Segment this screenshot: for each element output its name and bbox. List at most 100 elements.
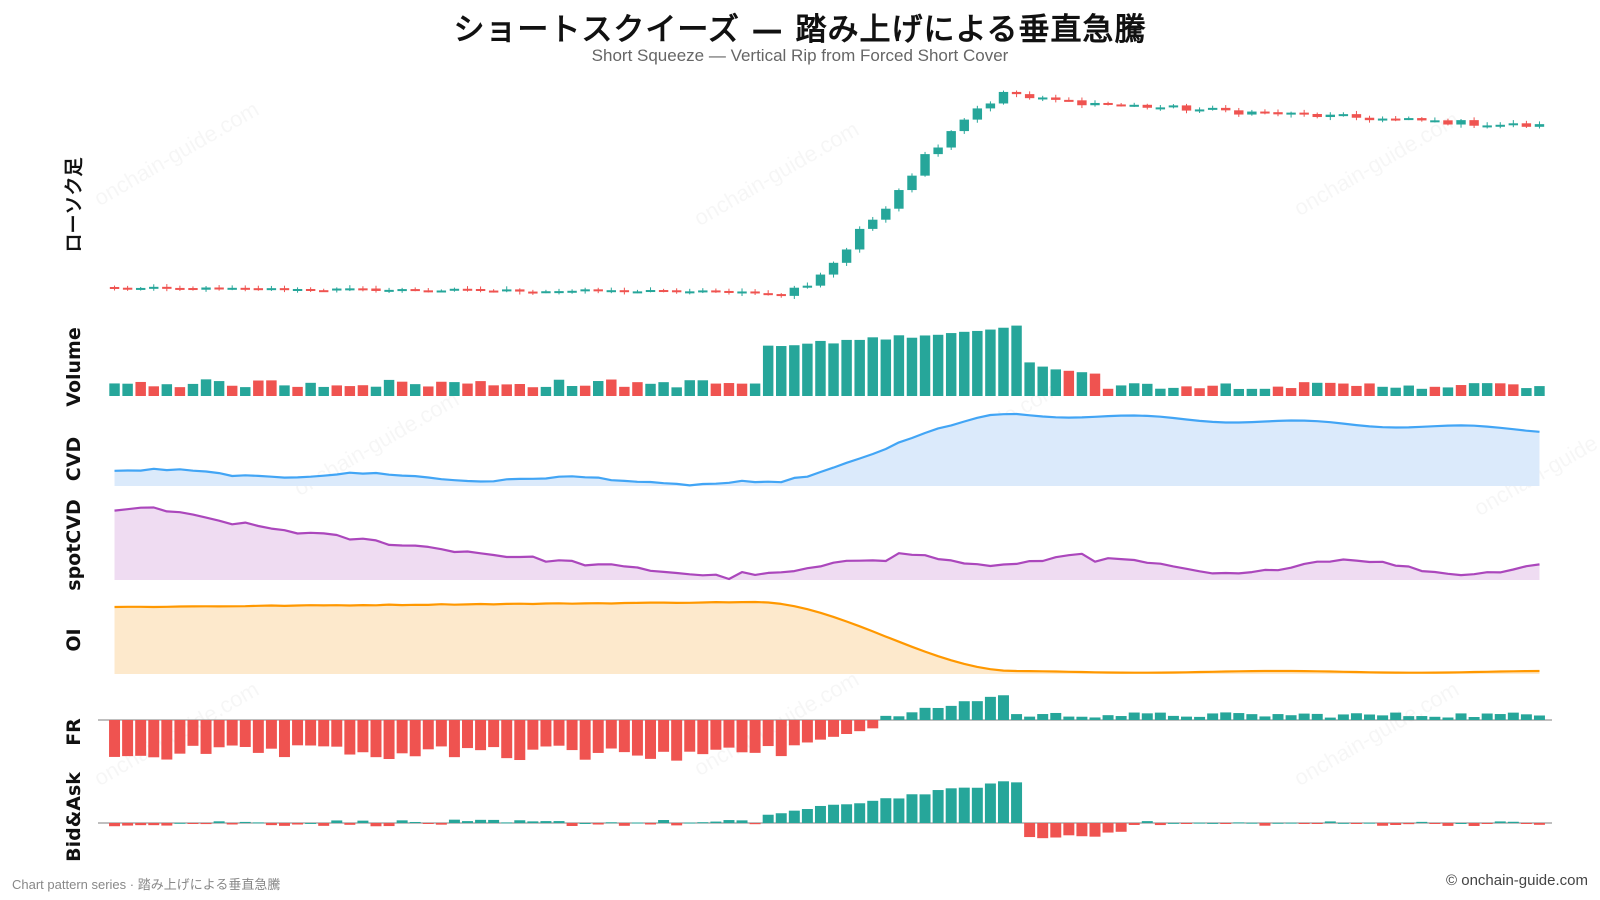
volume-bar xyxy=(645,383,656,396)
candle-body xyxy=(1495,124,1505,127)
candle-body xyxy=(332,288,342,291)
watermark-text: onchain-guide.com xyxy=(1290,676,1463,791)
bidask-bar xyxy=(1089,823,1101,837)
volume-bar xyxy=(553,379,565,396)
fr-bar xyxy=(1416,716,1428,720)
volume-bar xyxy=(1481,383,1493,396)
candle-body xyxy=(1338,114,1349,117)
volume-bar xyxy=(776,346,787,396)
candle-body xyxy=(789,287,800,296)
volume-bar xyxy=(1534,386,1545,396)
bidask-bar xyxy=(1337,822,1349,824)
candle-body xyxy=(436,290,447,293)
volume-bar xyxy=(697,380,709,396)
footer-caption: Chart pattern series · 踏み上げによる垂直急騰 xyxy=(12,877,281,892)
bidask-bar xyxy=(579,822,591,824)
fr-bar xyxy=(344,720,356,755)
bidask-bar xyxy=(958,787,970,823)
candle-body xyxy=(959,119,969,132)
fr-bar xyxy=(1011,714,1023,720)
volume-bar xyxy=(919,335,931,396)
fr-bar xyxy=(997,695,1009,720)
bidask-bar xyxy=(841,804,853,823)
volume-bar xyxy=(1272,386,1284,396)
bidask-bar xyxy=(396,820,408,823)
fr-bar xyxy=(1194,716,1206,720)
candle-body xyxy=(1234,110,1244,115)
bidask-bar xyxy=(893,798,905,823)
candle-body xyxy=(253,288,264,291)
fr-bar xyxy=(305,720,317,746)
bidask-bar xyxy=(1324,821,1336,823)
bidask-bar xyxy=(1024,823,1036,838)
volume-bar xyxy=(1429,386,1441,396)
fr-bar xyxy=(788,720,800,746)
bidask-bar xyxy=(828,804,840,823)
bidask-bar xyxy=(945,788,957,823)
candle-body xyxy=(175,287,185,290)
bidask-bar xyxy=(1181,823,1192,824)
fr-bar xyxy=(213,720,225,748)
bidask-bar xyxy=(1416,821,1428,823)
fr-bar xyxy=(1285,715,1297,720)
fr-bar xyxy=(357,720,369,753)
fr-bar xyxy=(1063,716,1075,720)
fr-bar xyxy=(1128,712,1140,720)
volume-bar xyxy=(1364,383,1375,396)
fr-bar xyxy=(867,720,879,729)
bidask-bar xyxy=(1298,823,1310,824)
bidask-bar xyxy=(1128,823,1140,825)
fr-bar xyxy=(592,720,604,753)
candle-body xyxy=(1351,114,1362,118)
candle-body xyxy=(1221,107,1231,111)
candle-body xyxy=(358,288,368,291)
volume-bar xyxy=(736,383,748,396)
fr-bar xyxy=(200,720,212,754)
bidask-bar xyxy=(1076,823,1088,837)
volume-bar xyxy=(723,383,735,396)
fr-bar xyxy=(540,720,552,747)
volume-bar xyxy=(266,380,277,396)
panel-oi: OI xyxy=(63,600,1540,674)
fr-bar xyxy=(579,720,591,760)
candle-body xyxy=(1404,118,1414,121)
cvd-area xyxy=(114,414,1540,486)
volume-bar xyxy=(1416,388,1428,396)
volume-bar xyxy=(802,343,813,396)
candle-body xyxy=(266,288,277,291)
volume-bar xyxy=(344,386,356,396)
bidask-bar xyxy=(631,822,643,824)
candle-body xyxy=(567,290,577,293)
candle-body xyxy=(122,287,133,290)
candle-body xyxy=(541,291,551,294)
bidask-bar xyxy=(265,823,277,826)
candle-body xyxy=(645,290,656,293)
bidask-bar xyxy=(370,823,382,827)
bidask-bar xyxy=(488,819,500,823)
bidask-bar xyxy=(278,823,290,826)
volume-bar xyxy=(579,385,591,396)
bidask-bar xyxy=(736,820,748,823)
candle-body xyxy=(946,131,956,148)
bidask-bar xyxy=(1141,821,1153,823)
panel-label-oi: OI xyxy=(63,628,85,651)
fr-bar xyxy=(1298,713,1310,720)
volume-bar xyxy=(1442,387,1454,396)
fr-bar xyxy=(383,720,395,760)
bidask-bar xyxy=(710,821,722,823)
fr-bar xyxy=(984,696,996,720)
bidask-bar xyxy=(1102,823,1114,833)
volume-bar xyxy=(226,385,238,396)
bidask-bar xyxy=(697,822,709,824)
fr-bar xyxy=(1403,716,1415,720)
bidask-bar xyxy=(187,823,199,824)
fr-bar xyxy=(1507,712,1519,720)
candle-body xyxy=(1508,123,1519,126)
bidask-bar xyxy=(1115,823,1127,832)
fr-bar xyxy=(906,712,918,720)
bidask-bar xyxy=(762,814,774,823)
candle-body xyxy=(907,175,917,191)
candle-body xyxy=(1051,97,1061,100)
volume-bar xyxy=(383,379,395,396)
fr-bar xyxy=(1220,712,1232,720)
